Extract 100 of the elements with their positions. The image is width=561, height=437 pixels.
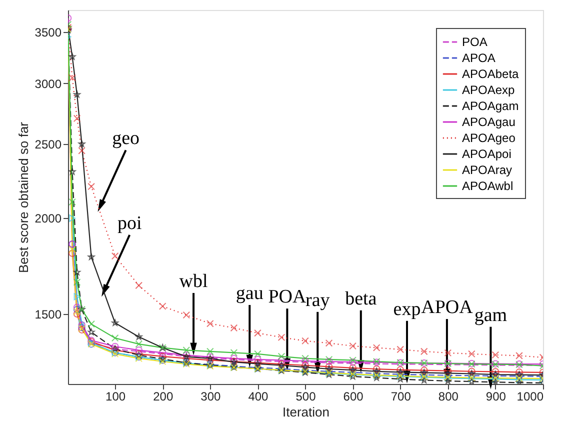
point <box>468 372 476 380</box>
annotation: gam <box>474 304 508 326</box>
point <box>444 370 452 376</box>
legend-label: APOAray <box>462 163 512 177</box>
legend-label: APOApoi <box>462 147 512 161</box>
x-tick-label: 500 <box>296 390 316 404</box>
point <box>230 324 238 332</box>
legend-label: APOAbeta <box>462 67 520 81</box>
y-tick-label: 3000 <box>34 76 62 91</box>
point <box>372 344 380 352</box>
point <box>182 346 190 354</box>
point <box>278 352 286 360</box>
annotation: APOA <box>421 297 474 318</box>
point <box>88 328 95 336</box>
point <box>468 350 476 358</box>
point <box>135 282 143 290</box>
point <box>230 354 238 362</box>
annotation: geo <box>112 128 140 150</box>
point <box>420 369 428 376</box>
point <box>78 147 86 154</box>
point <box>372 365 380 373</box>
legend-label: POA <box>462 35 488 49</box>
point <box>78 319 86 327</box>
point <box>73 278 81 286</box>
point <box>73 310 81 318</box>
point <box>206 320 214 328</box>
point <box>111 334 119 342</box>
annotation: wbl <box>179 270 208 292</box>
point <box>516 368 523 376</box>
x-tick-label: 200 <box>153 390 174 404</box>
point <box>325 339 333 347</box>
y-tick-label: 3500 <box>34 26 62 40</box>
annotation: poi <box>117 212 142 234</box>
point <box>420 376 428 384</box>
point <box>444 367 452 375</box>
point <box>302 354 309 362</box>
point <box>78 322 86 329</box>
point <box>68 168 76 175</box>
point <box>88 320 95 328</box>
point <box>254 329 262 337</box>
point <box>68 198 76 206</box>
legend-label: APOAgam <box>462 99 519 113</box>
legend-label: APOAexp <box>462 83 516 97</box>
point <box>396 368 404 376</box>
point <box>206 356 214 364</box>
point <box>325 363 333 370</box>
annotation: gau <box>236 282 264 304</box>
point <box>68 250 76 257</box>
x-axis-title: Iteration <box>282 404 330 420</box>
point <box>68 246 76 254</box>
point <box>73 114 81 122</box>
point <box>302 337 309 345</box>
point <box>158 352 166 360</box>
y-tick-label: 2000 <box>34 212 62 226</box>
x-tick-label: 300 <box>200 390 221 404</box>
point <box>68 53 76 60</box>
annotation: beta <box>345 288 378 310</box>
point <box>254 356 262 364</box>
point <box>74 292 80 300</box>
point <box>68 74 76 82</box>
point <box>158 349 166 356</box>
point <box>516 378 523 384</box>
point <box>468 368 476 376</box>
point <box>206 348 214 356</box>
point <box>492 378 499 384</box>
y-tick-label: 1500 <box>34 307 62 322</box>
point <box>74 90 81 98</box>
point <box>396 375 404 382</box>
point <box>396 366 404 374</box>
point <box>73 306 81 314</box>
point <box>516 352 523 360</box>
point <box>468 378 476 384</box>
x-tick-label: 1000 <box>516 390 544 404</box>
x-tick-label: 800 <box>438 390 459 404</box>
x-tick-label: 600 <box>343 390 364 404</box>
point <box>88 253 95 260</box>
point <box>111 342 119 350</box>
point <box>373 374 380 381</box>
x-tick-label: 700 <box>390 390 412 404</box>
point <box>158 302 166 310</box>
annotation: exp <box>393 298 421 320</box>
point <box>135 346 143 354</box>
point <box>492 351 500 359</box>
point <box>302 357 309 365</box>
point <box>112 319 119 326</box>
point <box>396 346 404 354</box>
point <box>444 349 452 357</box>
point <box>182 354 190 362</box>
point <box>444 377 452 384</box>
legend-label: APOAgau <box>462 115 516 129</box>
point <box>111 252 119 260</box>
point <box>278 356 286 364</box>
point <box>73 308 81 316</box>
point <box>468 370 476 377</box>
annotation: POA <box>268 286 306 308</box>
point <box>135 340 143 348</box>
point <box>69 214 76 222</box>
point <box>182 311 190 319</box>
point <box>78 140 86 148</box>
point <box>254 350 262 358</box>
